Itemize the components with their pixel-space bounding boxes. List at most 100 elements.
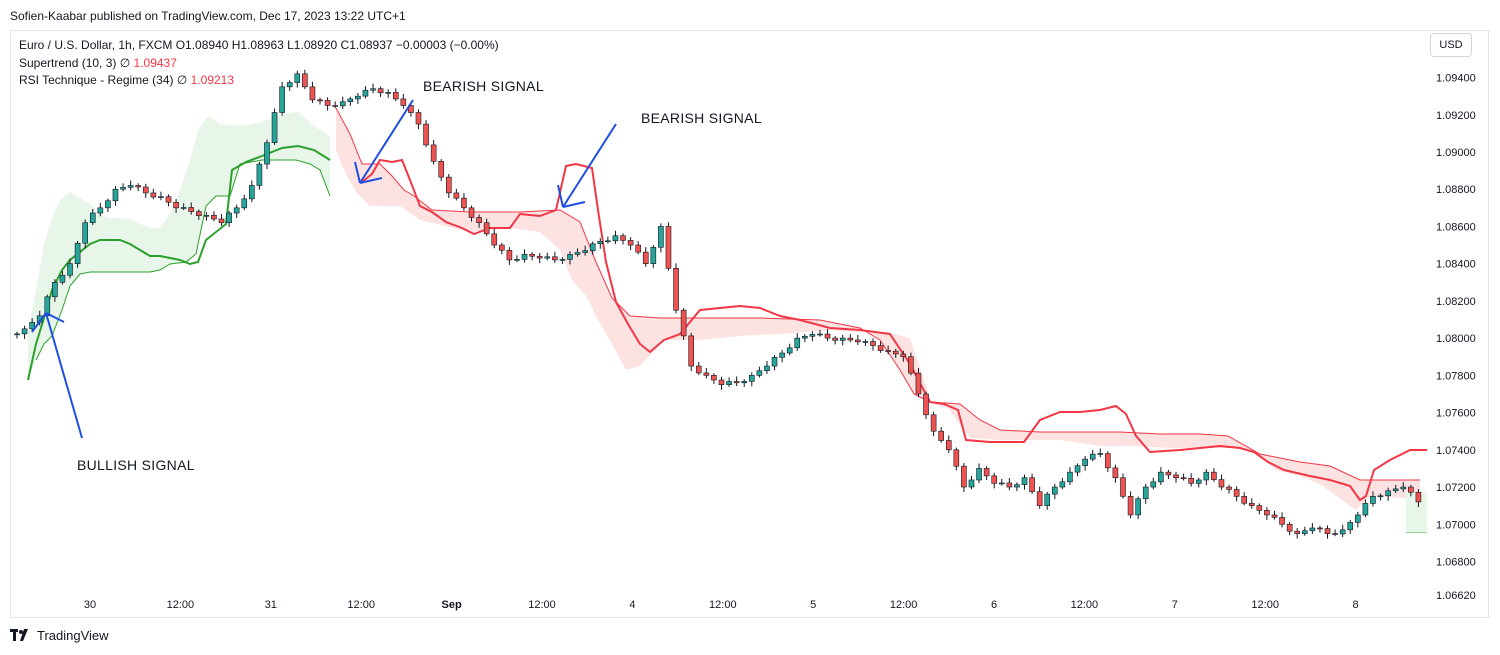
time-axis[interactable]: 30 12:00 31 12:00 Sep 12:00 4 12:00 5 12:00 6 12:00… <box>84 599 1359 611</box>
candle-up <box>1355 514 1361 523</box>
candle-down <box>930 414 937 432</box>
candle-up <box>21 328 28 335</box>
candle-up <box>1339 529 1346 535</box>
candle-up <box>233 207 240 214</box>
candle-down <box>438 160 445 178</box>
candle-down <box>1218 479 1225 488</box>
candle-up <box>271 112 278 143</box>
candle-down <box>1165 471 1172 476</box>
x-tick-label: 12:00 <box>890 599 918 611</box>
candle-down <box>885 350 891 352</box>
candle-down <box>620 235 626 241</box>
chart-frame <box>10 30 1489 618</box>
footer-brand[interactable]: TradingView <box>37 628 109 643</box>
rsi-value: 1.09213 <box>190 73 235 87</box>
candle-up <box>756 370 763 376</box>
candle-up <box>1400 486 1407 490</box>
supertrend-up-line-thin <box>35 159 331 361</box>
candle-down <box>536 255 543 259</box>
supertrend-legend[interactable]: Supertrend (10, 3) ∅ 1.09437 <box>19 55 499 73</box>
candle-up <box>1074 465 1081 473</box>
supertrend-down-line-thin <box>335 107 1420 481</box>
candle-up <box>574 252 581 255</box>
candle-up <box>567 254 573 260</box>
candle-up <box>544 256 551 259</box>
candle-up <box>976 468 982 481</box>
candle-up <box>1347 522 1354 531</box>
x-tick-label: 12:00 <box>709 599 737 611</box>
candle-down <box>1256 505 1263 511</box>
candle-down <box>1332 533 1338 535</box>
candle-up <box>612 235 619 242</box>
candle-down <box>173 201 179 209</box>
candles-group <box>14 69 1422 539</box>
footer: TradingView <box>10 628 109 643</box>
candle-down <box>499 244 505 251</box>
candle-up <box>67 263 73 276</box>
candle-down <box>400 98 407 106</box>
candle-up <box>741 381 748 384</box>
supertrend-up-fill <box>28 112 330 380</box>
candle-up <box>180 207 187 209</box>
tradingview-logo-icon[interactable] <box>10 629 32 642</box>
price-axis[interactable]: 1.09400 1.09200 1.09000 1.08800 1.08600 1.084… <box>1436 73 1476 602</box>
bullish-signal-label: BULLISH SIGNAL <box>77 457 195 473</box>
candle-down <box>317 99 323 102</box>
currency-button[interactable]: USD <box>1430 33 1472 57</box>
candle-up <box>802 335 808 339</box>
candle-down <box>938 430 944 441</box>
candle-up <box>1195 479 1202 484</box>
candle-down <box>491 233 498 246</box>
candle-down <box>824 333 831 339</box>
candle-down <box>211 214 217 220</box>
candle-down <box>142 186 149 194</box>
candle-down <box>1029 477 1035 492</box>
candle-up <box>112 188 119 202</box>
candle-up <box>1392 488 1399 492</box>
candle-down <box>1112 467 1119 479</box>
candle-down <box>445 176 452 194</box>
candle-up <box>1370 496 1376 504</box>
candle-down <box>983 468 990 477</box>
candle-down <box>953 449 960 467</box>
rsi-legend[interactable]: RSI Technique - Regime (34) ∅ 1.09213 <box>19 72 499 90</box>
y-tick-label: 1.08000 <box>1436 333 1476 345</box>
candle-up <box>589 243 596 251</box>
candle-up <box>817 333 823 336</box>
candle-up <box>764 365 770 372</box>
x-tick-label: 5 <box>810 599 816 611</box>
candle-down <box>673 268 679 311</box>
rsi-label: RSI Technique - Regime (34) ∅ <box>19 73 188 87</box>
candle-down <box>430 144 437 162</box>
candle-up <box>998 482 1005 485</box>
candle-down <box>877 345 884 351</box>
y-tick-label: 1.07400 <box>1436 445 1476 457</box>
candle-up <box>514 259 520 261</box>
bullish-arrow-shaft <box>45 312 83 439</box>
y-tick-label: 1.08200 <box>1436 296 1476 308</box>
candle-down <box>961 465 967 488</box>
candle-up <box>1014 484 1020 488</box>
candle-up <box>294 73 301 83</box>
symbol-ohlc-line[interactable]: Euro / U.S. Dollar, 1h, FXCM O1.08940 H1… <box>19 38 499 52</box>
candle-down <box>1264 510 1270 516</box>
candle-up <box>347 98 354 103</box>
x-tick-label: 12:00 <box>1251 599 1279 611</box>
y-tick-label: 1.09200 <box>1436 110 1476 122</box>
bearish1-arrow-head-left <box>354 161 361 184</box>
supertrend-up-line <box>27 144 331 381</box>
candle-up <box>1044 493 1051 506</box>
candle-down <box>332 105 338 107</box>
candle-down <box>832 337 838 341</box>
candle-up <box>52 281 58 298</box>
candle-up <box>29 322 35 330</box>
candle-up <box>779 352 785 358</box>
supertrend-down-fill <box>336 108 1420 510</box>
bullish-annotation: BULLISH SIGNAL <box>31 312 195 473</box>
candle-down <box>1415 491 1422 503</box>
candle-down <box>1180 477 1187 480</box>
candle-down <box>915 372 922 395</box>
candle-up <box>605 240 611 243</box>
y-tick-label: 1.06620 <box>1436 590 1476 602</box>
